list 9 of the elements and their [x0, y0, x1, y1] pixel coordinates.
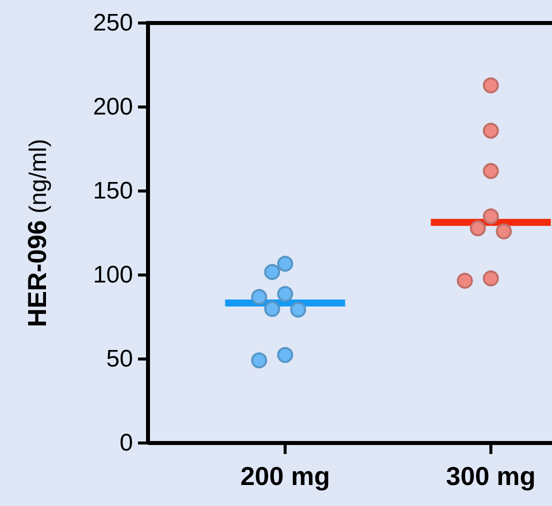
- y-tick-label: 250: [92, 10, 133, 37]
- y-tick-label: 150: [92, 178, 133, 205]
- y-tick-label: 200: [92, 94, 133, 121]
- y-tick-label: 50: [106, 346, 133, 373]
- x-tick-label: 200 mg: [240, 461, 330, 491]
- y-tick-label: 100: [92, 262, 133, 289]
- x-tick-label: 300 mg: [446, 461, 536, 491]
- y-tick-label: 0: [120, 430, 133, 457]
- y-axis-title: HER-096 (ng/ml): [22, 138, 52, 328]
